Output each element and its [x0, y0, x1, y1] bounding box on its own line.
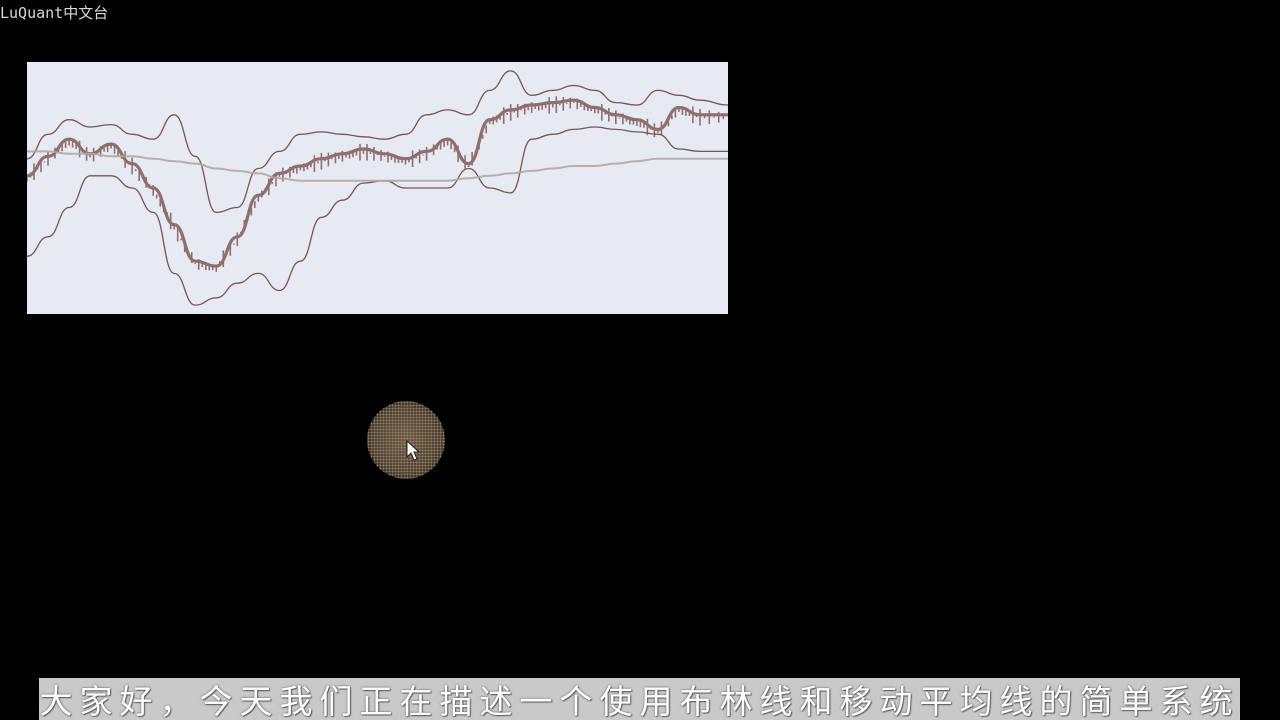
price-line [27, 98, 728, 268]
chart-canvas [27, 70, 728, 306]
subtitle-text: 大家好，今天我们正在描述一个使用布林线和移动平均线的简单系统 [39, 682, 1240, 720]
mouse-pointer-icon [406, 440, 421, 461]
watermark-label: LuQuant中文台 [0, 4, 109, 22]
subtitle-bar: 大家好，今天我们正在描述一个使用布林线和移动平均线的简单系统 [39, 678, 1240, 720]
lower-band-line [27, 126, 728, 306]
upper-band-line [27, 70, 728, 214]
bollinger-chart [27, 62, 728, 314]
cursor-halo [367, 401, 445, 479]
cursor-highlight [367, 401, 445, 479]
moving-average-line [27, 150, 728, 182]
